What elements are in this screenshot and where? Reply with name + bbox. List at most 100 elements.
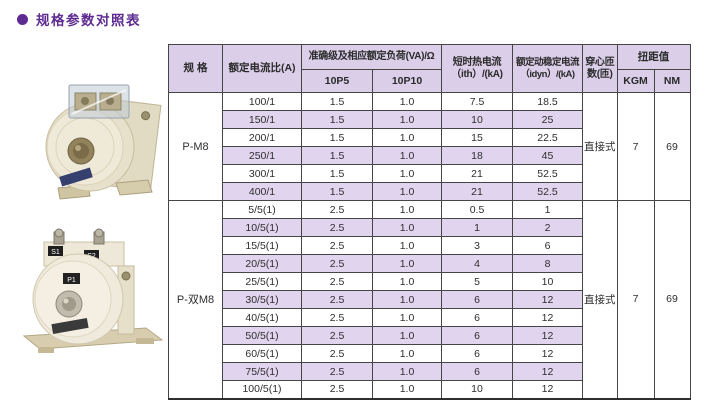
label-plate xyxy=(59,167,93,187)
foot-right xyxy=(136,338,154,344)
cell-nm-p2m8: 69 xyxy=(653,200,691,399)
cell-ratio: 100/5(1) xyxy=(222,380,302,399)
header-turns-line2: 数(匝) xyxy=(587,68,613,80)
header-kgm: KGM xyxy=(616,69,655,93)
table-row: 20/5(1) 2.5 1.0 4 8 xyxy=(169,254,691,273)
table-row: 25/5(1) 2.5 1.0 5 10 xyxy=(169,272,691,291)
cell-kgm-p2m8: 7 xyxy=(616,200,655,399)
header-spec: 规 格 xyxy=(168,44,223,93)
label-p1: P1 xyxy=(67,277,76,284)
header-turns-line1: 穿心匝 xyxy=(585,56,615,68)
table-row: 75/5(1) 2.5 1.0 6 12 xyxy=(169,362,691,381)
table-row: 400/1 1.5 1.0 21 52.5 xyxy=(169,182,691,201)
bullet-icon xyxy=(17,13,28,25)
cell-ratio: 100/1 xyxy=(222,92,302,111)
cell-10p10: 1.0 xyxy=(372,236,442,255)
cell-10p10: 1.0 xyxy=(372,362,442,381)
table-row: 60/5(1) 2.5 1.0 6 12 xyxy=(169,344,691,363)
cell-ratio: 15/5(1) xyxy=(222,236,302,255)
cell-ratio: 40/5(1) xyxy=(222,308,302,327)
cell-10p10: 1.0 xyxy=(372,272,442,291)
label-s1: S1 xyxy=(51,249,60,256)
cell-kgm-pm8: 7 xyxy=(616,92,655,201)
header-ratio: 额定电流比(A) xyxy=(222,44,302,93)
cell-10p5: 2.5 xyxy=(301,326,373,345)
table-row: P-双M8 5/5(1) 2.5 1.0 0.5 1 直接式 7 69 xyxy=(168,200,691,399)
cell-10p10: 1.0 xyxy=(372,308,442,327)
product-photo-transformer-p2m8: S1 S2 P1 xyxy=(22,228,164,353)
cell-10p5: 1.5 xyxy=(301,92,373,111)
header-ith: 短时热电流 （ith）/(kA) xyxy=(441,44,513,93)
cell-10p10: 1.0 xyxy=(372,254,442,273)
cell-ith: 10 xyxy=(441,380,513,399)
foot-right xyxy=(115,179,153,196)
cell-ith: 3 xyxy=(441,236,513,255)
cell-idyn: 8 xyxy=(512,254,583,273)
cell-idyn: 12 xyxy=(512,326,583,345)
header-nm: NM xyxy=(653,69,691,93)
header-10p10: 10P10 xyxy=(372,69,442,93)
cell-ith: 5 xyxy=(441,272,513,291)
cell-ratio: 75/5(1) xyxy=(222,362,302,381)
cell-turns-p2m8: 直接式 xyxy=(582,200,618,399)
terminal-cover xyxy=(68,84,130,119)
page-title: 规格参数对照表 xyxy=(36,13,141,28)
cell-ratio: 60/5(1) xyxy=(222,344,302,363)
table-row: 250/1 1.5 1.0 18 45 xyxy=(169,146,691,165)
header-accuracy-load: 准确级及相应额定负荷(VA)/Ω xyxy=(301,44,442,70)
header-turns: 穿心匝 数(匝) xyxy=(582,44,618,93)
cell-ratio: 150/1 xyxy=(222,110,302,129)
cell-idyn: 25 xyxy=(512,110,583,129)
cell-idyn: 12 xyxy=(512,362,583,381)
header-torque: 扭距值 xyxy=(616,44,691,70)
cell-10p5: 2.5 xyxy=(301,344,373,363)
cell-10p5: 2.5 xyxy=(301,380,373,399)
cell-10p5: 1.5 xyxy=(301,110,373,129)
cell-ratio: 300/1 xyxy=(222,164,302,183)
section-title: 规格参数对照表 xyxy=(17,9,141,29)
cell-ith: 21 xyxy=(441,182,513,201)
cell-10p5: 1.5 xyxy=(301,182,373,201)
cell-idyn: 52.5 xyxy=(512,182,583,201)
cell-10p10: 1.0 xyxy=(372,182,442,201)
cell-idyn: 45 xyxy=(512,146,583,165)
cell-idyn: 12 xyxy=(512,380,583,399)
cell-10p10: 1.0 xyxy=(372,290,442,309)
cell-10p10: 1.0 xyxy=(372,164,442,183)
cell-10p5: 2.5 xyxy=(301,236,373,255)
cell-10p10: 1.0 xyxy=(372,344,442,363)
cell-10p10: 1.0 xyxy=(372,92,442,111)
cell-ith: 0.5 xyxy=(441,200,513,219)
cell-ratio: 25/5(1) xyxy=(222,272,302,291)
cell-ith: 21 xyxy=(441,164,513,183)
table-row: 30/5(1) 2.5 1.0 6 12 xyxy=(169,290,691,309)
cell-idyn: 52.5 xyxy=(512,164,583,183)
header-idyn-line2: （idyn）/(kA) xyxy=(520,68,575,80)
cell-ratio: 250/1 xyxy=(222,146,302,165)
cell-10p5: 1.5 xyxy=(301,164,373,183)
cell-ith: 6 xyxy=(441,326,513,345)
cell-10p5: 1.5 xyxy=(301,128,373,147)
header-idyn-line1: 额定动稳定电流 xyxy=(515,57,580,69)
cell-10p5: 2.5 xyxy=(301,272,373,291)
cell-idyn: 18.5 xyxy=(512,92,583,111)
table-row: 200/1 1.5 1.0 15 22.5 xyxy=(169,128,691,147)
cell-10p10: 1.0 xyxy=(372,380,442,399)
cell-10p5: 2.5 xyxy=(301,200,373,219)
cell-ith: 4 xyxy=(441,254,513,273)
table-row: 50/5(1) 2.5 1.0 6 12 xyxy=(169,326,691,345)
table-row: 15/5(1) 2.5 1.0 3 6 xyxy=(169,236,691,255)
cell-10p5: 2.5 xyxy=(301,362,373,381)
spec-name-p2m8: P-双M8 xyxy=(168,200,223,399)
cell-idyn: 22.5 xyxy=(512,128,583,147)
header-ith-line1: 短时热电流 xyxy=(452,56,502,68)
cell-ratio: 50/5(1) xyxy=(222,326,302,345)
cell-ith: 18 xyxy=(441,146,513,165)
cell-10p10: 1.0 xyxy=(372,146,442,165)
label-s1-plate xyxy=(48,246,63,256)
cell-ith: 1 xyxy=(441,218,513,237)
label-p1-plate xyxy=(63,273,80,284)
cell-ith: 6 xyxy=(441,308,513,327)
header-10p5: 10P5 xyxy=(301,69,373,93)
cell-idyn: 1 xyxy=(512,200,583,219)
